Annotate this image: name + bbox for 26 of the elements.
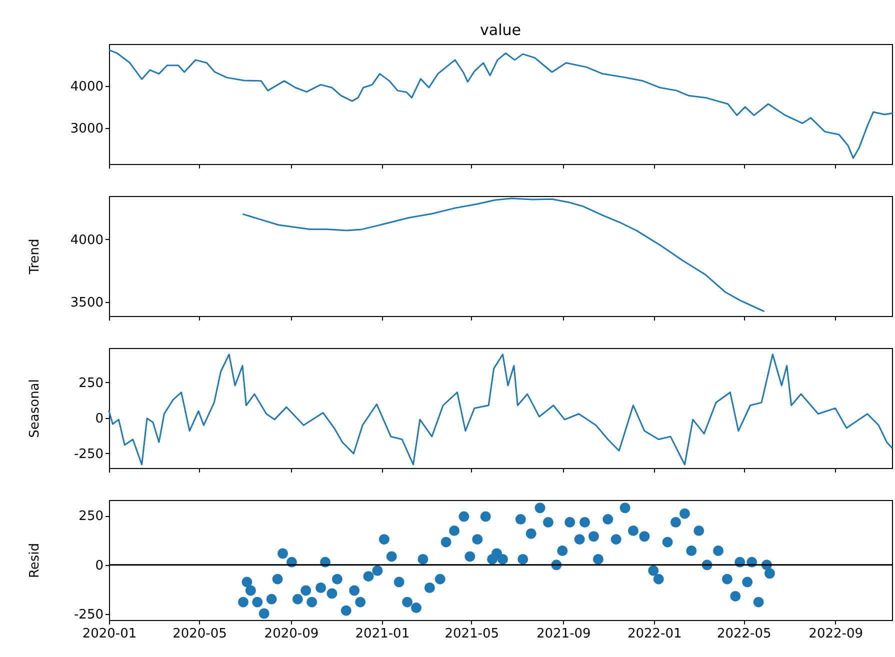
x-tick-label: 2020-09 [264,626,319,642]
x-tick-label: 2021-01 [355,626,410,642]
y-tick-label: -250 [74,446,104,462]
y-tick-label: 250 [78,509,104,524]
chart-title: value [480,21,521,39]
line-series [108,354,893,466]
y-tick-label: 0 [95,411,104,426]
line-series [242,198,764,312]
x-tick-label: 2021-05 [444,626,500,642]
y-axis-title: Seasonal [28,379,42,438]
x-tick-label: 2022-09 [808,626,863,642]
x-tick-label: 2020-01 [82,626,137,642]
x-tick-label: 2022-01 [627,626,682,642]
y-tick-label: 3500 [70,296,104,311]
x-tick-label: 2021-09 [536,626,591,642]
y-tick-label: 3000 [70,121,104,136]
y-tick-label: 250 [78,376,104,391]
y-tick-label: -250 [74,608,104,623]
line-series [108,50,893,159]
x-tick-label: 2022-05 [716,626,772,642]
y-axis-title: Trend [28,238,42,276]
y-axis-title: Resid [28,542,42,578]
y-tick-label: 4000 [70,79,104,94]
y-tick-label: 0 [95,558,104,574]
x-tick-label: 2020-05 [172,626,227,642]
y-tick-label: 4000 [70,232,104,248]
